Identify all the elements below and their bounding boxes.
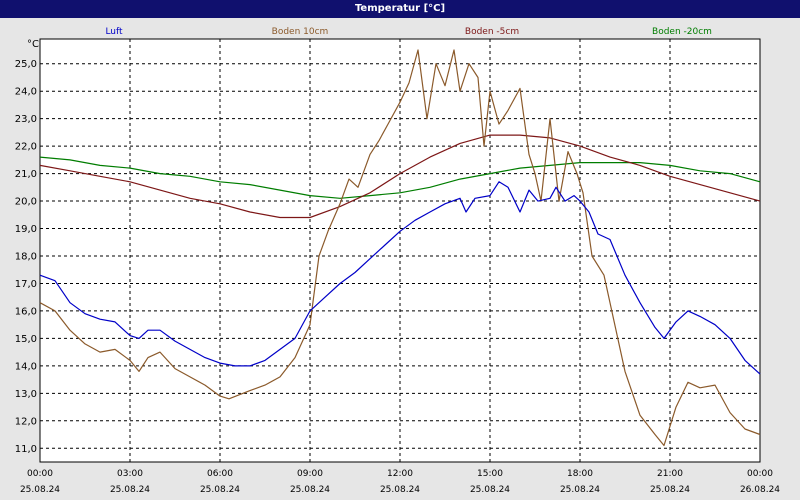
series-line-2 [39, 134, 761, 219]
y-tick-label: 14,0 [15, 361, 37, 372]
y-tick-label: 23,0 [15, 114, 37, 125]
x-tick-date: 25.08.24 [200, 485, 240, 495]
legend-entry: Boden 10cm [272, 27, 329, 37]
x-tick-date: 25.08.24 [290, 485, 330, 495]
y-tick-label: 15,0 [15, 334, 37, 345]
y-tick-label: 19,0 [15, 224, 37, 235]
y-tick-label: 17,0 [15, 279, 37, 290]
x-tick-date: 25.08.24 [20, 485, 60, 495]
y-axis: 11,0 12,0 13,0 14,0 15,0 16,0 17,0 18,0 19,0 20,0… [15, 59, 37, 455]
y-tick-label: 13,0 [15, 389, 37, 400]
legend-entry: Luft [105, 27, 123, 37]
y-tick-label: 25,0 [15, 59, 37, 70]
x-tick-time: 09:00 [297, 469, 323, 479]
x-tick-time: 00:00 [27, 469, 53, 479]
x-tick-time: 18:00 [567, 469, 593, 479]
series-line-0 [39, 181, 761, 375]
series-line-1 [39, 49, 761, 447]
x-tick-time: 03:00 [117, 469, 143, 479]
legend-entry: Boden -5cm [465, 27, 519, 37]
y-tick-label: 11,0 [15, 444, 37, 455]
y-tick-label: 24,0 [15, 87, 37, 98]
x-tick-date: 26.08.24 [740, 485, 780, 495]
y-axis-unit: °C [27, 39, 39, 50]
y-tick-label: 18,0 [15, 251, 37, 262]
x-tick-date: 25.08.24 [110, 485, 150, 495]
x-tick-time: 12:00 [387, 469, 413, 479]
x-tick-date: 25.08.24 [470, 485, 510, 495]
chart-title: Temperatur [°C] [0, 0, 800, 18]
grid [40, 39, 760, 462]
x-tick-time: 06:00 [207, 469, 233, 479]
y-tick-label: 22,0 [15, 142, 37, 153]
x-tick-date: 25.08.24 [560, 485, 600, 495]
legend: Luft Boden 10cm Boden -5cm Boden -20cm [105, 27, 712, 37]
x-tick-date: 25.08.24 [380, 485, 420, 495]
y-tick-label: 20,0 [15, 197, 37, 208]
x-tick-time: 00:00 [747, 469, 773, 479]
x-axis: 00:00 25.08.24 03:00 25.08.24 06:00 25.08.24 0… [20, 469, 780, 495]
y-tick-label: 16,0 [15, 306, 37, 317]
x-tick-time: 15:00 [477, 469, 503, 479]
y-tick-label: 21,0 [15, 169, 37, 180]
x-tick-time: 21:00 [657, 469, 683, 479]
y-tick-label: 12,0 [15, 416, 37, 427]
x-tick-date: 25.08.24 [650, 485, 690, 495]
series-lines [39, 49, 761, 447]
series-line-3 [39, 156, 761, 199]
legend-entry: Boden -20cm [652, 27, 712, 37]
